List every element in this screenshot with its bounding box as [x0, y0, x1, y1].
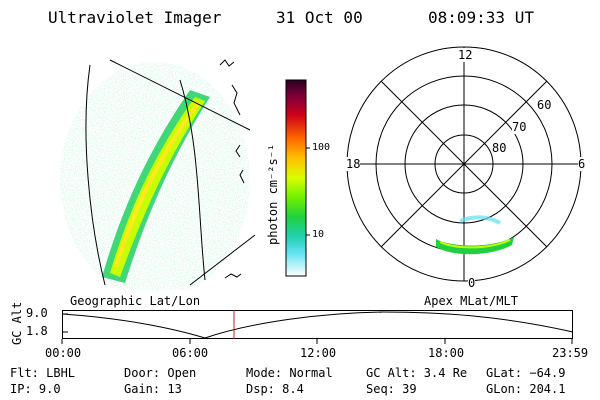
gain-info: Gain: 13: [124, 382, 182, 396]
x-tick-1800: 18:00: [428, 346, 465, 360]
lat-label-60: 60: [537, 98, 552, 112]
glat-info: GLat: −64.9: [486, 366, 566, 380]
orbit-timeline: [61, 310, 574, 344]
instrument-title: Ultraviolet Imager: [48, 8, 222, 27]
x-tick-0600: 06:00: [172, 346, 209, 360]
colorbar-label: photon cm⁻²s⁻¹: [266, 143, 280, 245]
seq-info: Seq: 39: [366, 382, 417, 396]
colorbar-tick-100: 100: [312, 142, 331, 153]
y-tick-1-8: 1.8: [26, 324, 48, 338]
color-scale-bar: [285, 79, 310, 277]
geographic-label: Geographic Lat/Lon: [70, 294, 201, 308]
y-tick-9: 9.0: [26, 306, 48, 320]
ip-info: IP: 9.0: [10, 382, 61, 396]
mlt-label-12: 12: [458, 48, 473, 62]
x-tick-0000: 00:00: [45, 346, 82, 360]
date-label: 31 Oct 00: [276, 8, 363, 27]
mlt-label-6: 6: [578, 157, 586, 171]
dsp-info: Dsp: 8.4: [246, 382, 304, 396]
mlt-label-18: 18: [346, 157, 361, 171]
gc-alt-info: GC Alt: 3.4 Re: [366, 366, 468, 380]
time-label: 08:09:33 UT: [428, 8, 534, 27]
geographic-image: [60, 59, 256, 290]
gc-alt-axis-label: GC Alt: [10, 301, 24, 345]
polar-plot: [346, 46, 582, 282]
x-tick-1200: 12:00: [300, 346, 337, 360]
lat-label-80: 80: [492, 141, 507, 155]
lat-label-70: 70: [512, 120, 527, 134]
mode-info: Mode: Normal: [246, 366, 333, 380]
apex-label: Apex MLat/MLT: [424, 294, 518, 308]
colorbar-tick-10: 10: [312, 229, 325, 240]
x-tick-2359: 23:59: [552, 346, 589, 360]
filter-info: Flt: LBHL: [10, 366, 76, 380]
door-info: Door: Open: [124, 366, 197, 380]
mlt-label-0: 0: [468, 276, 476, 290]
glon-info: GLon: 204.1: [486, 382, 566, 396]
